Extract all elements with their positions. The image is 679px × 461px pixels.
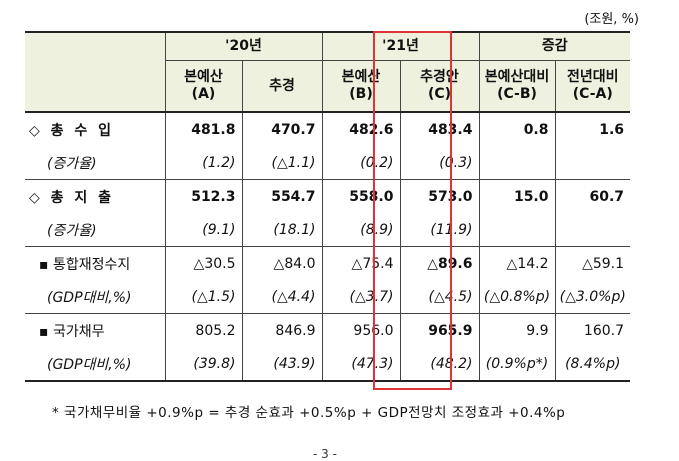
- header-line1: 추경안: [420, 69, 459, 85]
- cell: (△3.7): [321, 281, 400, 314]
- cell: (△4.4): [241, 281, 322, 314]
- row-label: (GDP대비,%): [25, 348, 165, 382]
- cell: (8.9): [321, 214, 400, 247]
- header-group-2021: '21년: [321, 32, 479, 61]
- cell: 805.2: [164, 313, 242, 348]
- row-label: ◇ 총 지 출: [29, 190, 115, 206]
- header-col-2021-budget: 본예산 (B): [321, 60, 400, 113]
- cell: △75.4: [321, 246, 400, 281]
- header-line2: (C): [427, 86, 452, 102]
- cell: (△0.8%p): [478, 281, 555, 314]
- header-line2: (A): [191, 86, 216, 102]
- header-line2: (C-A): [572, 86, 613, 102]
- cell: [554, 147, 631, 180]
- cell: △59.1: [554, 246, 631, 281]
- cell: (△4.5): [399, 281, 479, 314]
- table-row-expenditure-pct: (증가율) (9.1) (18.1) (8.9) (11.9): [25, 214, 631, 247]
- header-col-vs-budget: 본예산대비 (C-B): [478, 60, 555, 113]
- cell: 956.0: [321, 313, 400, 348]
- header-line1: 본예산: [341, 69, 381, 85]
- table-row-revenue: ◇ 총 수 입 481.8 470.7 482.6 483.4 0.8 1.6: [25, 112, 631, 147]
- table-row-revenue-pct: (증가율) (1.2) (△1.1) (0.2) (0.3): [25, 147, 631, 180]
- cell: 483.4: [399, 112, 479, 147]
- cell: 60.7: [554, 179, 631, 214]
- cell: [478, 147, 555, 180]
- cell: (△1.1): [241, 147, 322, 180]
- header-line1: 전년대비: [566, 69, 619, 85]
- header-line1: 본예산: [184, 69, 223, 85]
- cell: 481.8: [164, 112, 242, 147]
- cell: (△3.0%p): [554, 281, 631, 314]
- row-label: ▪ 국가채무: [39, 324, 105, 340]
- cell: 1.6: [554, 112, 631, 147]
- cell: △14.2: [478, 246, 555, 281]
- cell: 846.9: [241, 313, 322, 348]
- header-col-2020-budget: 본예산 (A): [164, 60, 242, 113]
- cell: (9.1): [164, 214, 242, 247]
- cell: (0.2): [321, 147, 400, 180]
- row-label: (증가율): [25, 214, 165, 247]
- cell: [554, 214, 631, 247]
- cell: 160.7: [554, 313, 631, 348]
- cell: [478, 214, 555, 247]
- table-row-national-debt: ▪ 국가채무 805.2 846.9 956.0 965.9 9.9 160.7: [25, 313, 631, 348]
- table-row-fiscal-balance-pct: (GDP대비,%) (△1.5) (△4.4) (△3.7) (△4.5) (△…: [25, 281, 631, 314]
- header-line2: (C-B): [497, 86, 537, 102]
- cell: 965.9: [399, 313, 479, 348]
- row-label: ◇ 총 수 입: [29, 123, 115, 139]
- cell: 558.0: [321, 179, 400, 214]
- row-label: ▪ 통합재정수지: [39, 257, 131, 273]
- cell: 9.9: [478, 313, 555, 348]
- cell: (47.3): [321, 348, 400, 382]
- cell: 482.6: [321, 112, 400, 147]
- cell: 554.7: [241, 179, 322, 214]
- header-col-2021-supplementary: 추경안 (C): [399, 60, 479, 113]
- header-group-2020: '20년: [164, 32, 322, 61]
- cell: 512.3: [164, 179, 242, 214]
- cell: 573.0: [399, 179, 479, 214]
- table-row-fiscal-balance: ▪ 통합재정수지 △30.5 △84.0 △75.4 △89.6 △14.2 △…: [25, 246, 631, 281]
- cell: (0.9%p*): [478, 348, 555, 382]
- cell: 0.8: [478, 112, 555, 147]
- cell: △84.0: [241, 246, 322, 281]
- cell: (△1.5): [164, 281, 242, 314]
- cell: △30.5: [164, 246, 242, 281]
- header-col-2020-supplementary: 추경: [241, 60, 322, 113]
- table-row-expenditure: ◇ 총 지 출 512.3 554.7 558.0 573.0 15.0 60.…: [25, 179, 631, 214]
- cell: (39.8): [164, 348, 242, 382]
- cell: (11.9): [399, 214, 479, 247]
- cell: 470.7: [241, 112, 322, 147]
- cell: (0.3): [399, 147, 479, 180]
- header-line1: 추경: [269, 77, 295, 94]
- header-blank: [25, 32, 165, 113]
- table-row-national-debt-pct: (GDP대비,%) (39.8) (43.9) (47.3) (48.2) (0…: [25, 348, 631, 382]
- fiscal-table: '20년 '21년 증감 본예산 (A) 추경 본예산 (B) 추경안 (: [25, 31, 631, 382]
- cell: (18.1): [241, 214, 322, 247]
- header-line1: 본예산대비: [484, 69, 550, 85]
- page-number: - 3 -: [313, 447, 337, 461]
- cell: 15.0: [478, 179, 555, 214]
- cell: △89.6: [399, 246, 479, 281]
- header-group-change: 증감: [478, 32, 631, 61]
- cell: (48.2): [399, 348, 479, 382]
- row-label: (GDP대비,%): [25, 281, 165, 314]
- unit-label: (조원, %): [584, 12, 639, 27]
- cell: (8.4%p): [554, 348, 631, 382]
- header-line2: (B): [349, 86, 373, 102]
- cell: (43.9): [241, 348, 322, 382]
- row-label: (증가율): [25, 147, 165, 180]
- cell: (1.2): [164, 147, 242, 180]
- header-col-vs-prev-year: 전년대비 (C-A): [554, 60, 631, 113]
- footnote: * 국가채무비율 +0.9%p = 추경 순효과 +0.5%p + GDP전망치…: [52, 405, 566, 421]
